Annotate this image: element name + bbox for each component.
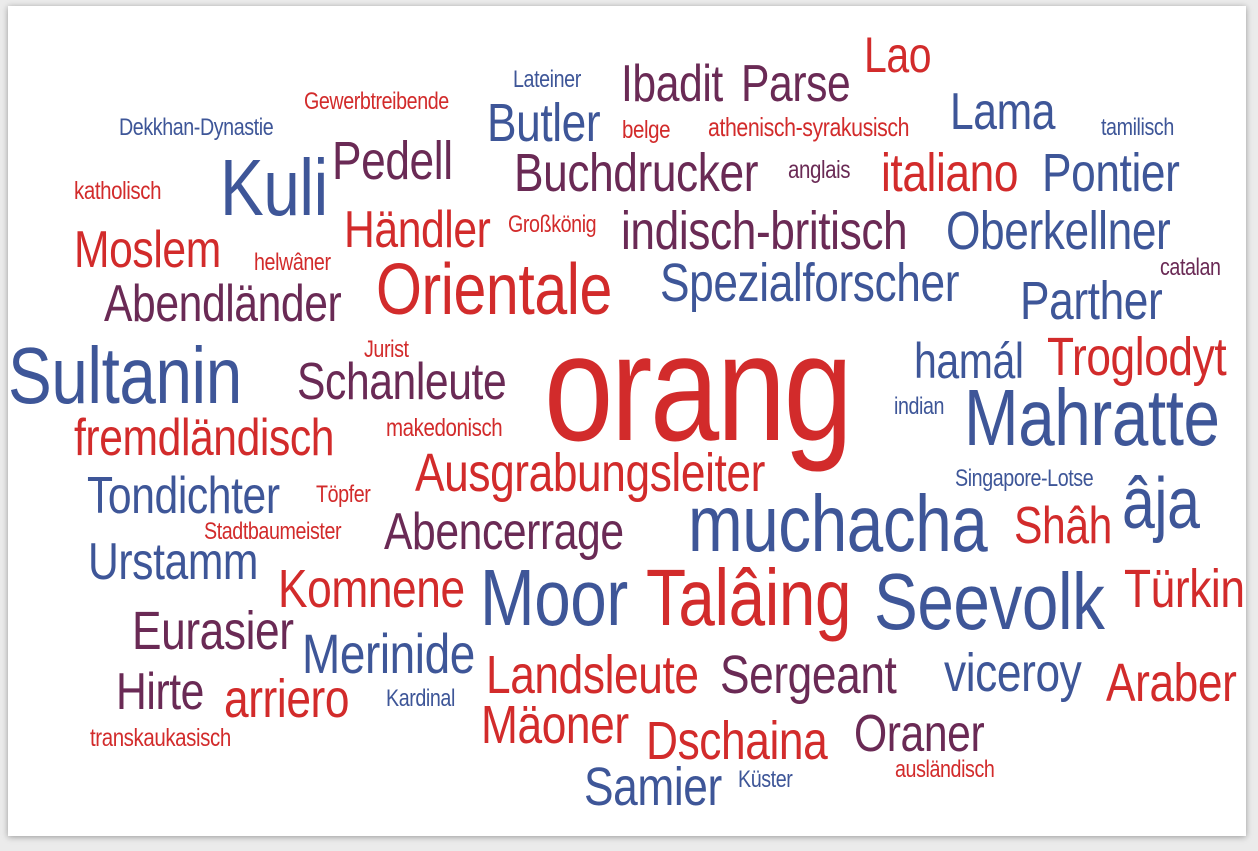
- word-singapore: Singapore-Lotse: [955, 465, 1094, 492]
- word-arriero: arriero: [224, 669, 350, 729]
- word-lama: Lama: [950, 83, 1056, 141]
- word-orang: orang: [544, 303, 853, 473]
- word-schanleute: Schanleute: [297, 353, 507, 411]
- word-catalan: catalan: [1160, 254, 1221, 281]
- word-auslaendisch: ausländisch: [895, 756, 995, 783]
- word-kuester: Küster: [738, 766, 793, 793]
- word-pontier: Pontier: [1042, 143, 1180, 203]
- word-ausgrabungsleiter: Ausgrabungsleiter: [415, 443, 765, 503]
- word-lateiner: Lateiner: [513, 66, 581, 93]
- word-kardinal: Kardinal: [386, 685, 455, 712]
- word-moslem: Moslem: [74, 221, 221, 279]
- word-tamilisch: tamilisch: [1101, 114, 1174, 141]
- word-buchdrucker: Buchdrucker: [514, 143, 759, 203]
- word-moor: Moor: [480, 553, 628, 642]
- word-troglodyt: Troglodyt: [1047, 327, 1227, 387]
- word-parther: Parther: [1020, 271, 1163, 331]
- word-oraner: Oraner: [854, 705, 985, 763]
- word-helwaner: helwâner: [254, 249, 331, 276]
- word-mahratte: Mahratte: [964, 373, 1220, 462]
- word-toepfer: Töpfer: [316, 481, 371, 508]
- word-pedell: Pedell: [332, 131, 453, 191]
- word-eurasier: Eurasier: [132, 601, 294, 661]
- word-landsleute: Landsleute: [486, 645, 699, 705]
- word-sergeant: Sergeant: [720, 645, 897, 705]
- word-indisch: indisch-britisch: [621, 201, 908, 261]
- word-spezialforscher: Spezialforscher: [660, 253, 960, 313]
- word-haendler: Händler: [344, 201, 491, 259]
- word-parse: Parse: [741, 55, 851, 113]
- word-grosskoenig: Großkönig: [508, 211, 597, 238]
- word-oberkellner: Oberkellner: [946, 201, 1171, 261]
- word-italiano: italiano: [881, 143, 1019, 203]
- word-lao: Lao: [864, 27, 932, 83]
- word-sultanin: Sultanin: [8, 331, 242, 420]
- word-katholisch: katholisch: [74, 177, 162, 205]
- word-araber: Araber: [1106, 653, 1237, 713]
- word-makedonisch: makedonisch: [386, 414, 503, 442]
- word-viceroy: viceroy: [944, 643, 1082, 703]
- word-talaing: Talâing: [646, 553, 852, 642]
- word-hirte: Hirte: [116, 663, 204, 721]
- word-aja: âja: [1122, 464, 1200, 544]
- word-ibadit: Ibadit: [621, 55, 723, 113]
- word-indian: indian: [894, 393, 945, 420]
- word-butler: Butler: [487, 93, 601, 153]
- word-dschaina: Dschaina: [646, 711, 828, 771]
- word-maeoner: Mäoner: [481, 695, 629, 755]
- word-shah: Shâh: [1014, 497, 1112, 555]
- word-abencerrage: Abencerrage: [384, 503, 624, 561]
- word-abendlaender: Abendländer: [104, 275, 342, 333]
- word-stadtbaumeister: Stadtbaumeister: [204, 518, 342, 545]
- word-tuerkin: Türkin: [1124, 559, 1245, 619]
- word-merinide: Merinide: [302, 622, 475, 685]
- word-fremdlaendisch: fremdländisch: [74, 409, 335, 467]
- word-gewerbtreibende: Gewerbtreibende: [304, 88, 449, 115]
- word-anglais: anglais: [788, 156, 851, 184]
- word-jurist: Jurist: [364, 336, 409, 363]
- word-athenisch: athenisch-syrakusisch: [708, 112, 910, 142]
- word-dekkhan: Dekkhan-Dynastie: [119, 114, 274, 141]
- word-cloud: Lao Lateiner Ibadit Parse Gewerbtreibend…: [8, 6, 1246, 836]
- word-muchacha: muchacha: [688, 479, 988, 568]
- word-samier: Samier: [584, 757, 722, 817]
- word-tondichter: Tondichter: [87, 467, 280, 525]
- word-urstamm: Urstamm: [88, 533, 259, 591]
- word-belge: belge: [622, 116, 671, 144]
- word-komnene: Komnene: [278, 559, 465, 619]
- word-seevolk: Seevolk: [874, 557, 1105, 646]
- word-orientale: Orientale: [376, 250, 612, 330]
- word-hamal: hamál: [914, 333, 1024, 389]
- word-kuli: Kuli: [220, 143, 328, 232]
- word-transkaukasisch: transkaukasisch: [90, 724, 231, 752]
